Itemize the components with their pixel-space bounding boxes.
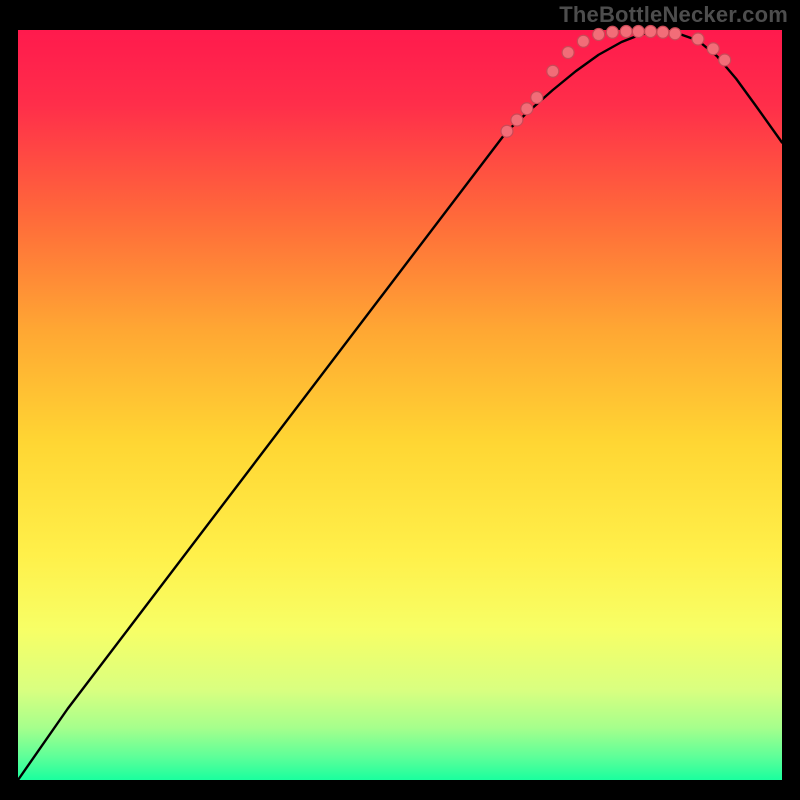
marker-point xyxy=(719,54,731,66)
watermark-text: TheBottleNecker.com xyxy=(559,2,788,28)
marker-point xyxy=(501,125,513,137)
gradient-background xyxy=(18,30,782,780)
marker-point xyxy=(511,114,523,126)
marker-point xyxy=(531,92,543,104)
marker-point xyxy=(606,26,618,38)
marker-point xyxy=(669,28,681,40)
bottleneck-curve-chart xyxy=(0,0,800,800)
marker-point xyxy=(562,47,574,59)
marker-point xyxy=(692,33,704,45)
marker-point xyxy=(547,65,559,77)
marker-point xyxy=(707,43,719,55)
marker-point xyxy=(593,29,605,41)
marker-point xyxy=(521,103,533,115)
marker-point xyxy=(577,35,589,47)
chart-canvas: TheBottleNecker.com xyxy=(0,0,800,800)
marker-point xyxy=(657,26,669,38)
